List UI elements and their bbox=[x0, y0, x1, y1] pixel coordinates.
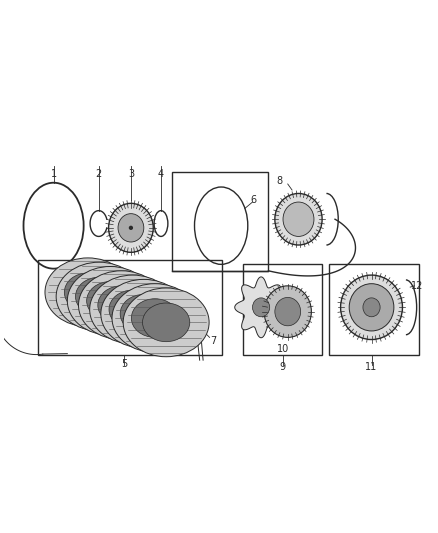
Text: 4: 4 bbox=[158, 169, 164, 179]
Text: 7: 7 bbox=[210, 336, 216, 346]
Ellipse shape bbox=[142, 303, 190, 342]
Ellipse shape bbox=[109, 290, 156, 329]
Ellipse shape bbox=[101, 279, 187, 348]
Text: 12: 12 bbox=[410, 281, 423, 291]
Ellipse shape bbox=[131, 298, 179, 337]
Ellipse shape bbox=[264, 286, 311, 337]
Text: 3: 3 bbox=[128, 169, 134, 179]
Ellipse shape bbox=[67, 266, 153, 335]
Ellipse shape bbox=[120, 294, 167, 333]
Text: 2: 2 bbox=[95, 169, 102, 179]
Polygon shape bbox=[235, 277, 287, 338]
Ellipse shape bbox=[275, 193, 322, 245]
Text: 5: 5 bbox=[121, 359, 127, 369]
Text: 9: 9 bbox=[279, 361, 286, 372]
Ellipse shape bbox=[98, 286, 145, 325]
Ellipse shape bbox=[129, 225, 133, 230]
Ellipse shape bbox=[90, 275, 176, 344]
Ellipse shape bbox=[112, 284, 198, 352]
Text: 10: 10 bbox=[276, 344, 289, 354]
Ellipse shape bbox=[349, 284, 394, 331]
Text: 6: 6 bbox=[250, 195, 256, 205]
Ellipse shape bbox=[78, 271, 164, 340]
Ellipse shape bbox=[64, 273, 112, 312]
Ellipse shape bbox=[283, 202, 314, 237]
Ellipse shape bbox=[123, 288, 209, 357]
Ellipse shape bbox=[253, 298, 270, 317]
Ellipse shape bbox=[75, 277, 123, 316]
Ellipse shape bbox=[363, 298, 380, 317]
Ellipse shape bbox=[45, 258, 131, 327]
Text: 1: 1 bbox=[50, 169, 57, 179]
Text: 11: 11 bbox=[365, 361, 378, 372]
Ellipse shape bbox=[341, 275, 403, 340]
Ellipse shape bbox=[87, 281, 134, 320]
Ellipse shape bbox=[56, 262, 142, 331]
Ellipse shape bbox=[275, 297, 300, 326]
Text: 8: 8 bbox=[276, 175, 282, 185]
Ellipse shape bbox=[109, 203, 153, 252]
Ellipse shape bbox=[118, 214, 144, 242]
